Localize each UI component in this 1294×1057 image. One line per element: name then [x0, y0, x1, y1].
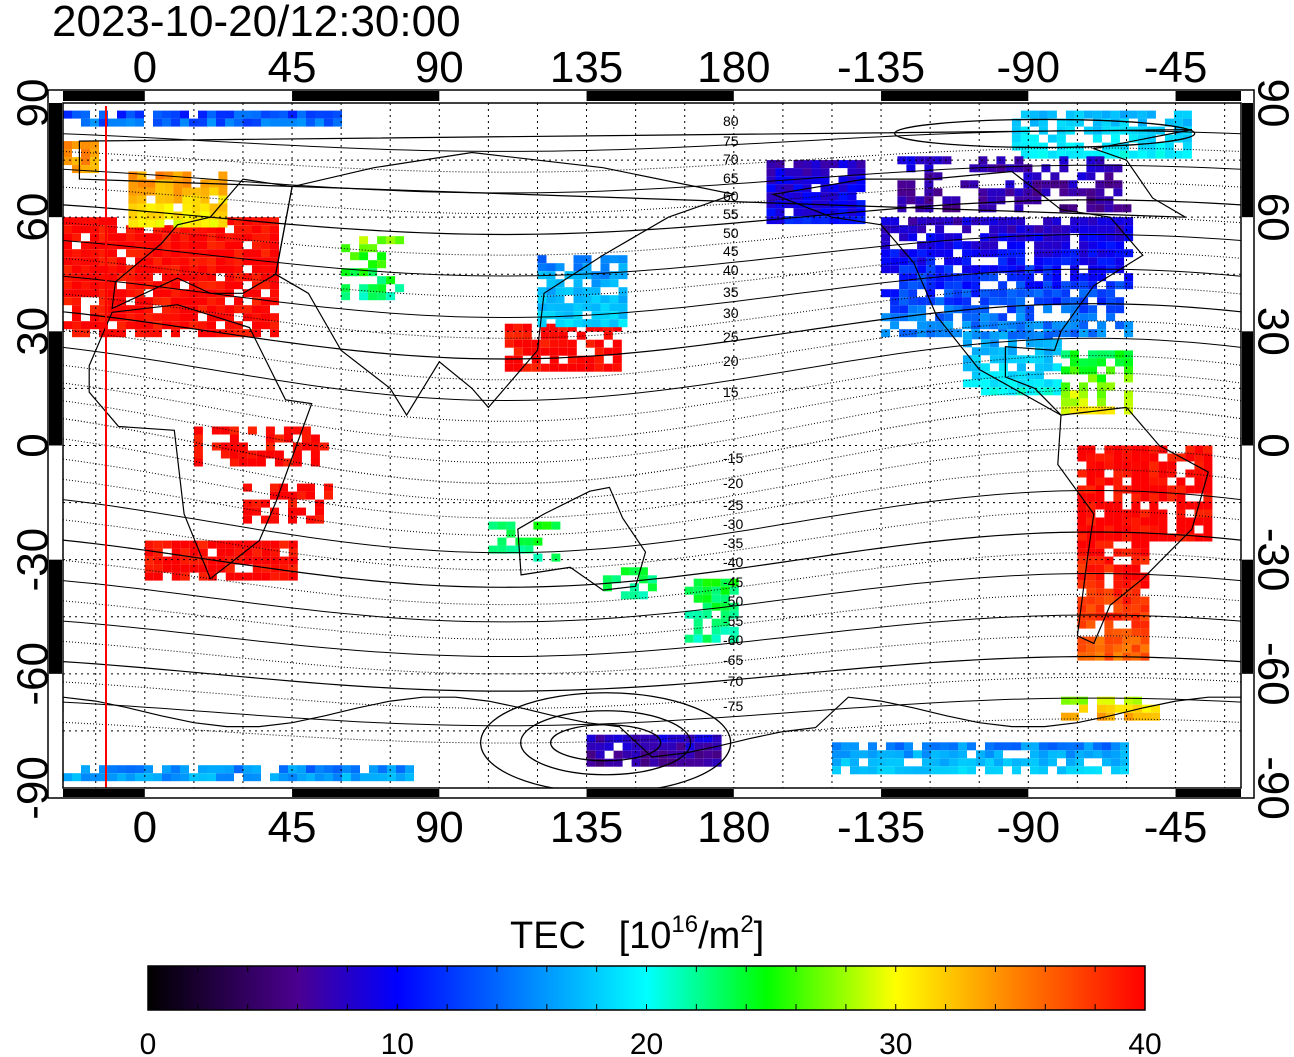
lon-tick-top: 45 — [268, 43, 317, 92]
lon-tick-bottom: 90 — [415, 803, 464, 852]
lon-tick-top: -45 — [1144, 43, 1208, 92]
lon-tick-bottom: 0 — [133, 803, 157, 852]
contour-label: 70 — [723, 151, 739, 167]
coastlines — [63, 129, 1241, 758]
lat-tick-left: -90 — [9, 756, 58, 820]
contour-label: -30 — [723, 516, 743, 532]
lon-tick-top: 0 — [133, 43, 157, 92]
contour-label: 20 — [723, 353, 739, 369]
colorbar-unit-exp: 16 — [671, 911, 698, 938]
contour-label: 60 — [723, 188, 739, 204]
lon-tick-top: 135 — [550, 43, 623, 92]
lat-tick-left: 30 — [9, 307, 58, 356]
lon-tick-bottom: -90 — [997, 803, 1061, 852]
lat-tick-right: 30 — [1248, 307, 1294, 356]
contour-label: -15 — [723, 450, 743, 466]
contour-label: 80 — [723, 113, 739, 129]
contour-label: 55 — [723, 206, 739, 222]
lat-tick-left: -30 — [9, 528, 58, 592]
colorbar-tick-label: 20 — [630, 1028, 663, 1057]
colorbar-tick-label: 40 — [1128, 1028, 1161, 1057]
magnetic-latitude-contours — [63, 118, 1241, 788]
contour-label: 65 — [723, 170, 739, 186]
contour-label: 15 — [723, 384, 739, 400]
lon-tick-bottom: 45 — [268, 803, 317, 852]
contour-label: 25 — [723, 329, 739, 345]
lon-tick-top: -90 — [997, 43, 1061, 92]
lat-tick-left: 90 — [9, 79, 58, 128]
lat-tick-right: 60 — [1248, 193, 1294, 242]
lat-tick-left: -60 — [9, 642, 58, 706]
lat-tick-right: 90 — [1248, 79, 1294, 128]
colorbar-tick-label: 0 — [140, 1028, 157, 1057]
tec-data-layer — [63, 110, 1213, 782]
contour-label: 50 — [723, 225, 739, 241]
colorbar-title-label: TEC — [510, 915, 586, 957]
svg-text:TEC [1016/m2]: TEC [1016/m2] — [510, 911, 764, 957]
colorbar-tick-label: 30 — [879, 1028, 912, 1057]
contour-label: 45 — [723, 243, 739, 259]
colorbar-unit-exp2: 2 — [740, 911, 753, 938]
contour-label: -25 — [723, 497, 743, 513]
lon-tick-top: 180 — [697, 43, 770, 92]
lat-tick-right: -60 — [1248, 642, 1294, 706]
lat-tick-right: -30 — [1248, 528, 1294, 592]
lat-tick-right: 0 — [1248, 433, 1294, 457]
axis-tick-labels: 0045459090135135180180-135-135-90-90-45-… — [9, 43, 1294, 852]
timestamp-title: 2023-10-20/12:30:00 — [52, 0, 461, 46]
lon-tick-top: 90 — [415, 43, 464, 92]
lon-tick-top: -135 — [837, 43, 925, 92]
lon-tick-bottom: 135 — [550, 803, 623, 852]
lat-lon-grid — [63, 103, 1241, 788]
outer-frame — [47, 89, 1255, 799]
colorbar-unit-suffix: ] — [754, 915, 765, 957]
contour-label: -20 — [723, 475, 743, 491]
map-frame — [62, 102, 1242, 789]
lon-tick-bottom: -135 — [837, 803, 925, 852]
contour-label: -75 — [723, 698, 743, 714]
contour-label: 75 — [723, 133, 739, 149]
lon-tick-bottom: 180 — [697, 803, 770, 852]
colorbar-tick-label: 10 — [381, 1028, 414, 1057]
contour-label: -50 — [723, 593, 743, 609]
contour-label: 40 — [723, 262, 739, 278]
contour-label: -35 — [723, 535, 743, 551]
lat-tick-left: 0 — [9, 433, 58, 457]
lat-tick-left: 60 — [9, 193, 58, 242]
contour-labels: 80 75 70 65 60 55 50 45 40 35 30 25 20 15 -15 -20 -25 -30… — [723, 113, 743, 714]
contour-label: -40 — [723, 554, 743, 570]
contour-label: -65 — [723, 652, 743, 668]
colorbar-unit-prefix: [10 — [619, 915, 672, 957]
lat-tick-right: -90 — [1248, 756, 1294, 820]
contour-label: 30 — [723, 305, 739, 321]
contour-label: -55 — [723, 613, 743, 629]
contour-label: 35 — [723, 284, 739, 300]
lon-tick-bottom: -45 — [1144, 803, 1208, 852]
colorbar — [147, 965, 1146, 1011]
colorbar-title: TEC [1016/m2] — [510, 911, 764, 957]
contour-label: -70 — [723, 673, 743, 689]
frame-tick-bars — [49, 91, 1253, 797]
colorbar-ticks: 0 10 20 30 40 — [140, 966, 1162, 1057]
contour-label: -60 — [723, 632, 743, 648]
colorbar-unit-mid: /m — [698, 915, 740, 957]
contour-label: -45 — [723, 574, 743, 590]
